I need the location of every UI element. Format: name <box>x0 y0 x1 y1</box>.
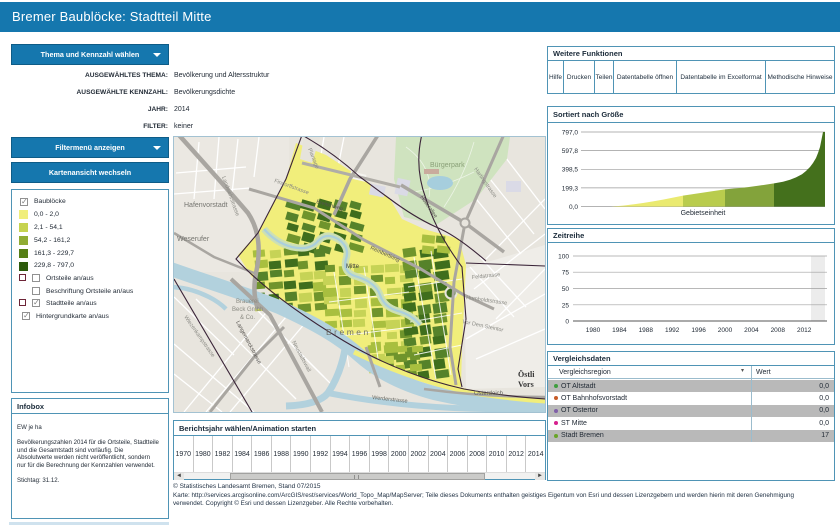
svg-text:Osterdeich: Osterdeich <box>474 391 503 397</box>
svg-text:& Co.: & Co. <box>240 315 255 321</box>
svg-text:597,8: 597,8 <box>562 148 579 155</box>
svg-text:50: 50 <box>562 286 570 293</box>
svg-text:25: 25 <box>562 302 570 309</box>
svg-text:2008: 2008 <box>771 327 786 334</box>
svg-text:Bremen: Bremen <box>326 327 371 337</box>
svg-text:1988: 1988 <box>639 327 654 334</box>
svg-text:0,0: 0,0 <box>569 204 578 211</box>
svg-text:Mitte: Mitte <box>346 264 360 270</box>
svg-text:2004: 2004 <box>744 327 759 334</box>
svg-text:100: 100 <box>558 254 569 261</box>
svg-text:75: 75 <box>562 270 570 277</box>
svg-text:Humboldtstrasse: Humboldtstrasse <box>466 295 508 307</box>
svg-text:Vors: Vors <box>518 380 534 389</box>
svg-text:Bürgerpark: Bürgerpark <box>430 162 465 169</box>
svg-text:398,5: 398,5 <box>562 167 579 174</box>
svg-text:Feldstrasse: Feldstrasse <box>472 272 501 281</box>
svg-text:Hafenvorstadt: Hafenvorstadt <box>184 202 228 209</box>
svg-text:1996: 1996 <box>691 327 706 334</box>
svg-text:1980: 1980 <box>586 327 601 334</box>
svg-text:199,3: 199,3 <box>562 185 579 192</box>
svg-text:2012: 2012 <box>797 327 812 334</box>
svg-text:Werderstrasse: Werderstrasse <box>372 395 408 405</box>
svg-text:0: 0 <box>565 319 569 326</box>
svg-text:Weserufer: Weserufer <box>177 236 210 243</box>
svg-text:Gebietseinheit: Gebietseinheit <box>681 210 726 217</box>
svg-text:2000: 2000 <box>718 327 733 334</box>
svg-text:797,0: 797,0 <box>562 130 579 137</box>
svg-text:1984: 1984 <box>612 327 627 334</box>
svg-text:1992: 1992 <box>665 327 680 334</box>
svg-text:Beck Gmbh: Beck Gmbh <box>232 307 263 313</box>
svg-text:Brauerei: Brauerei <box>236 299 259 305</box>
svg-text:Östli: Östli <box>518 370 535 379</box>
